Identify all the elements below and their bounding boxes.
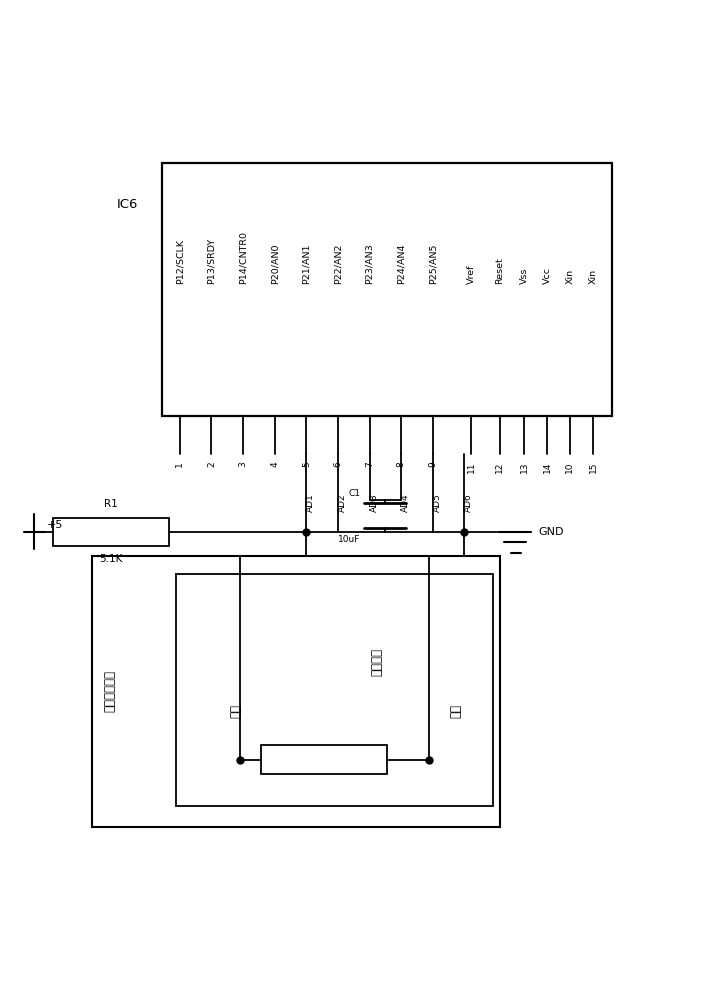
Bar bbox=[92, 556, 500, 827]
Text: P20/AN0: P20/AN0 bbox=[270, 244, 279, 284]
Text: AD4: AD4 bbox=[401, 493, 410, 512]
Text: Vref: Vref bbox=[467, 265, 476, 284]
Text: 4: 4 bbox=[270, 461, 279, 467]
Text: Vss: Vss bbox=[520, 268, 529, 284]
Text: IC6: IC6 bbox=[117, 198, 138, 211]
Bar bbox=[163, 163, 612, 416]
Text: GND: GND bbox=[538, 527, 564, 537]
Text: Vcc: Vcc bbox=[543, 267, 552, 284]
Text: P25/AN5: P25/AN5 bbox=[428, 244, 437, 284]
Text: C1: C1 bbox=[348, 489, 360, 498]
Text: 12: 12 bbox=[495, 461, 504, 473]
Text: P21/AN1: P21/AN1 bbox=[302, 244, 311, 284]
Text: 6: 6 bbox=[334, 461, 342, 467]
Text: Xin: Xin bbox=[589, 269, 598, 284]
Text: AD1: AD1 bbox=[306, 493, 315, 512]
Text: AD6: AD6 bbox=[465, 493, 473, 512]
Text: 1: 1 bbox=[175, 461, 184, 467]
Text: 13: 13 bbox=[520, 461, 529, 473]
Text: P14/CNTR0: P14/CNTR0 bbox=[239, 231, 248, 284]
Text: 专用工装夹具: 专用工装夹具 bbox=[103, 670, 116, 712]
Text: 7: 7 bbox=[365, 461, 374, 467]
Bar bbox=[54, 518, 170, 546]
Text: P12/SCLK: P12/SCLK bbox=[175, 239, 184, 284]
Bar bbox=[176, 574, 493, 806]
Text: 2: 2 bbox=[207, 461, 216, 467]
Text: 9: 9 bbox=[428, 461, 437, 467]
Bar bbox=[260, 745, 387, 774]
Text: 14: 14 bbox=[543, 461, 552, 473]
Text: P24/AN4: P24/AN4 bbox=[396, 244, 406, 284]
Text: 被测电阵: 被测电阵 bbox=[370, 648, 383, 676]
Text: 5.1K: 5.1K bbox=[100, 554, 123, 564]
Text: +5: +5 bbox=[47, 520, 63, 530]
Text: Xin: Xin bbox=[565, 269, 574, 284]
Text: 顶针: 顶针 bbox=[230, 704, 243, 718]
Text: 5: 5 bbox=[302, 461, 311, 467]
Text: P23/AN3: P23/AN3 bbox=[365, 243, 374, 284]
Text: R1: R1 bbox=[104, 499, 118, 509]
Text: AD3: AD3 bbox=[370, 493, 379, 512]
Text: 10uF: 10uF bbox=[339, 535, 360, 544]
Text: Reset: Reset bbox=[495, 257, 504, 284]
Text: P13/SRDY: P13/SRDY bbox=[207, 238, 216, 284]
Text: AD2: AD2 bbox=[338, 493, 347, 512]
Text: 8: 8 bbox=[396, 461, 406, 467]
Text: 顶针: 顶针 bbox=[449, 704, 463, 718]
Text: 10: 10 bbox=[565, 461, 574, 473]
Text: 3: 3 bbox=[239, 461, 248, 467]
Text: P22/AN2: P22/AN2 bbox=[334, 244, 342, 284]
Text: 11: 11 bbox=[467, 461, 476, 473]
Text: 15: 15 bbox=[589, 461, 598, 473]
Text: AD5: AD5 bbox=[433, 493, 442, 512]
